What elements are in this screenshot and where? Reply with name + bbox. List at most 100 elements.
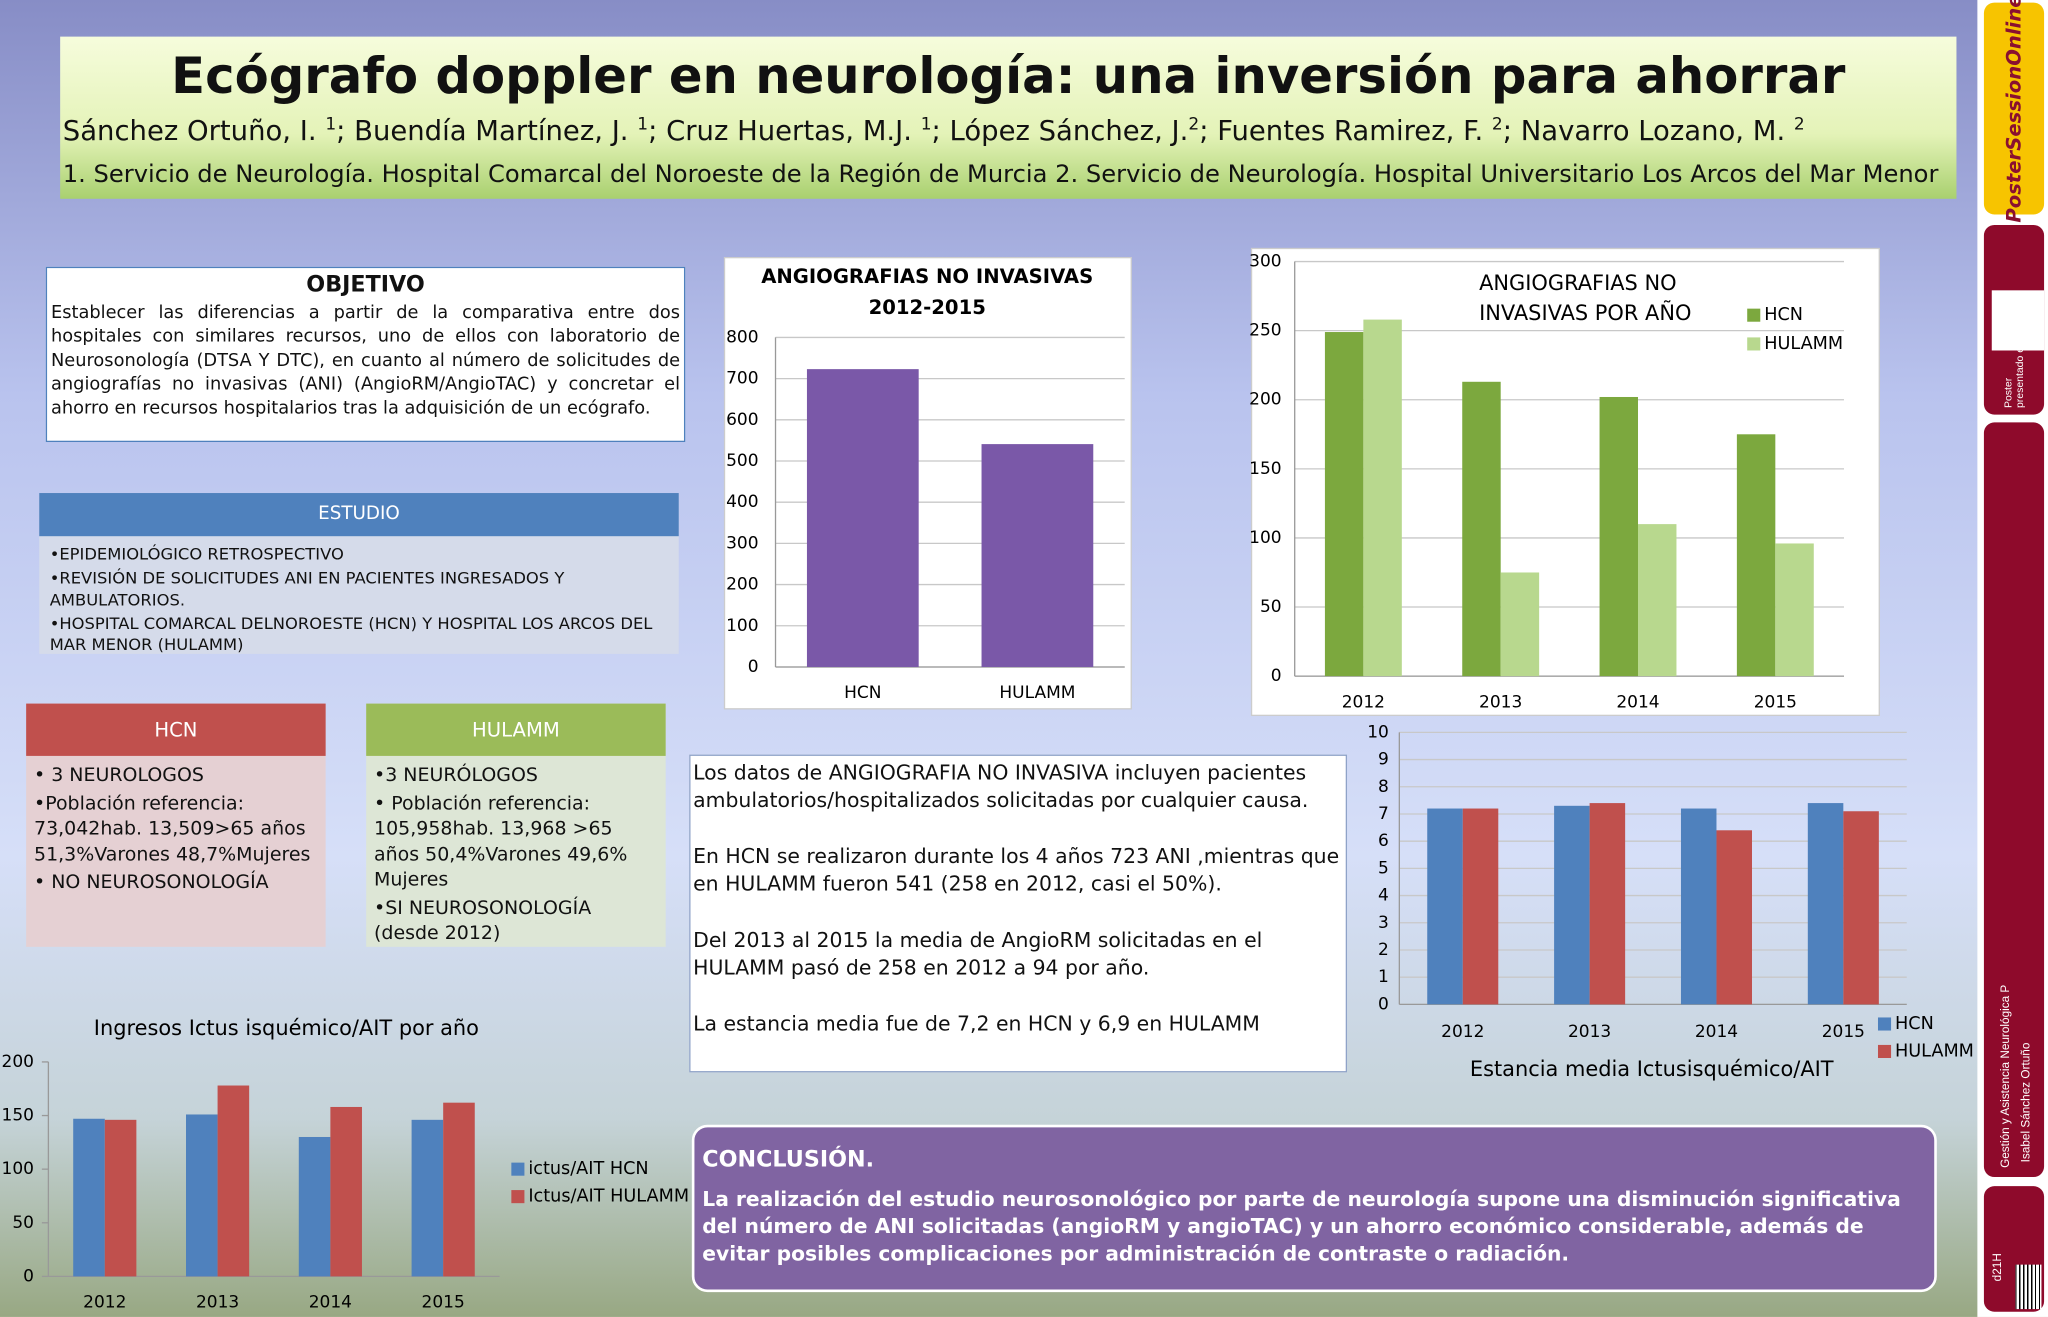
legend-swatch bbox=[511, 1190, 525, 1204]
legend-swatch bbox=[1877, 1044, 1892, 1059]
heading: HCN bbox=[26, 703, 326, 756]
x-tick-label: 2012 bbox=[1441, 1022, 1484, 1042]
y-tick-label: 200 bbox=[1249, 390, 1281, 410]
y-tick-label: 300 bbox=[726, 533, 758, 553]
bar bbox=[1807, 803, 1844, 1005]
y-tick-label: 600 bbox=[726, 410, 758, 430]
header: Ecógrafo doppler en neurología: una inve… bbox=[60, 36, 1957, 199]
x-axis-label: Estancia media Ictusisquémico/AIT bbox=[1470, 1057, 1834, 1081]
bar bbox=[298, 1136, 331, 1277]
bar bbox=[330, 1106, 362, 1277]
paragraph: Los datos de ANGIOGRAFIA NO INVASIVA inc… bbox=[693, 761, 1309, 813]
item: • NO NEUROSONOLOGÍA bbox=[34, 872, 269, 894]
bar bbox=[217, 1085, 250, 1277]
y-tick-label: 150 bbox=[2, 1106, 34, 1126]
y-tick-label: 200 bbox=[2, 1052, 34, 1072]
heading: HULAMM bbox=[366, 703, 666, 756]
x-tick-label: 2013 bbox=[1568, 1022, 1611, 1042]
x-tick-label: 2013 bbox=[1479, 692, 1522, 712]
legend-label: Ictus/AIT HULAMM bbox=[528, 1187, 689, 1207]
paragraph: Del 2013 al 2015 la media de AngioRM sol… bbox=[693, 928, 1263, 980]
y-tick-label: 150 bbox=[1249, 459, 1281, 479]
legend-label: HULAMM bbox=[1764, 334, 1843, 354]
author-name: Sánchez Ortuño, I. bbox=[62, 115, 326, 147]
x-tick-label: HULAMM bbox=[999, 683, 1075, 703]
bar bbox=[1638, 524, 1677, 677]
x-tick-label: 2015 bbox=[1754, 692, 1797, 712]
logo-box: PosterSessionOnline bbox=[1983, 0, 2045, 223]
barcode bbox=[2015, 1264, 2042, 1310]
event: Gestión y Asistencia Neurológica P bbox=[1998, 984, 2012, 1168]
chart-title: ANGIOGRAFIAS NO INVASIVAS bbox=[761, 265, 1093, 288]
y-tick-label: 0 bbox=[23, 1266, 34, 1286]
bar bbox=[981, 444, 1094, 667]
list: •3 NEURÓLOGOS • Población referencia: 105… bbox=[366, 756, 665, 959]
bar bbox=[1554, 805, 1590, 1005]
hulamm-box: HULAMM •3 NEURÓLOGOS • Población referenc… bbox=[366, 703, 666, 947]
legend-label: HULAMM bbox=[1895, 1041, 1974, 1061]
legend-label: HCN bbox=[1895, 1014, 1934, 1034]
sidebar: PosterSessionOnline Poster presentado en… bbox=[1977, 0, 2048, 1317]
legend-swatch bbox=[511, 1162, 525, 1176]
author-name: ; Buendía Martínez, J. bbox=[336, 115, 638, 147]
legend-swatch bbox=[1877, 1017, 1892, 1031]
event-logo bbox=[1991, 290, 2045, 351]
author-name: ; López Sánchez, J. bbox=[931, 115, 1189, 147]
heading: OBJETIVO bbox=[306, 272, 425, 299]
resultados: Los datos de ANGIOGRAFIA NO INVASIVA inc… bbox=[689, 754, 1348, 1073]
presented-box: Poster presentado en: bbox=[1983, 224, 2045, 415]
y-tick-label: 7 bbox=[1378, 804, 1389, 824]
author-sup: 1 bbox=[637, 115, 649, 135]
bar bbox=[186, 1114, 218, 1277]
bar bbox=[411, 1119, 444, 1277]
bar bbox=[1363, 319, 1402, 677]
hcn-box: HCN • 3 NEUROLOGOS •Población referencia:… bbox=[26, 703, 326, 947]
presented: Poster presentado en: bbox=[2002, 338, 2026, 409]
author-sup: 2 bbox=[1491, 115, 1503, 135]
author-sup: 2 bbox=[1188, 115, 1200, 135]
x-tick-label: 2015 bbox=[1822, 1022, 1865, 1042]
y-tick-label: 300 bbox=[1249, 252, 1281, 272]
y-tick-label: 6 bbox=[1378, 831, 1389, 851]
y-tick-label: 50 bbox=[12, 1213, 34, 1233]
paragraph: La estancia media fue de 7,2 en HCN y 6,… bbox=[693, 1012, 1260, 1037]
x-tick-label: 2012 bbox=[1342, 692, 1385, 712]
author-name: ; Navarro Lozano, M. bbox=[1502, 115, 1794, 147]
title: Ecógrafo doppler en neurología: una inve… bbox=[171, 47, 1846, 105]
y-tick-label: 10 bbox=[1367, 722, 1389, 742]
y-tick-label: 1 bbox=[1378, 967, 1389, 987]
legend-swatch bbox=[1747, 308, 1761, 322]
y-tick-label: 100 bbox=[2, 1159, 34, 1179]
bar bbox=[73, 1118, 105, 1277]
code: d21H bbox=[1990, 1253, 2004, 1282]
bar bbox=[1680, 808, 1717, 1005]
x-tick-label: 2013 bbox=[196, 1293, 239, 1313]
y-tick-label: 700 bbox=[726, 369, 758, 389]
estudio: ESTUDIO •EPIDEMIOLÓGICO RETROSPECTIVO •RE… bbox=[39, 493, 679, 654]
authors: Sánchez Ortuño, I. 1; Buendía Martínez, … bbox=[63, 115, 1805, 146]
bar bbox=[1843, 811, 1879, 1005]
chart-title: INVASIVAS POR AÑO bbox=[1479, 299, 1691, 325]
bar bbox=[1500, 572, 1540, 677]
bar bbox=[443, 1102, 475, 1277]
x-tick-label: HCN bbox=[844, 683, 881, 703]
bar bbox=[1775, 543, 1814, 677]
bar bbox=[1427, 808, 1463, 1005]
y-tick-label: 800 bbox=[726, 327, 758, 347]
bar bbox=[1599, 396, 1639, 677]
author-sup: 1 bbox=[325, 115, 337, 135]
paragraph: En HCN se realizaron durante los 4 años … bbox=[693, 844, 1340, 897]
item: •HOSPITAL COMARCAL DELNOROESTE (HCN) Y H… bbox=[49, 613, 653, 654]
bar bbox=[1462, 808, 1499, 1005]
author-name: ; Cruz Huertas, M.J. bbox=[648, 115, 921, 147]
y-tick-label: 200 bbox=[726, 575, 758, 595]
bar bbox=[1736, 434, 1776, 677]
item: •EPIDEMIOLÓGICO RETROSPECTIVO bbox=[49, 544, 344, 564]
heading: ESTUDIO bbox=[39, 493, 679, 537]
y-tick-label: 9 bbox=[1378, 750, 1389, 770]
bar bbox=[1716, 830, 1752, 1005]
event-box: Gestión y Asistencia Neurológica P Isabe… bbox=[1983, 422, 2045, 1178]
x-tick-label: 2012 bbox=[83, 1293, 126, 1313]
